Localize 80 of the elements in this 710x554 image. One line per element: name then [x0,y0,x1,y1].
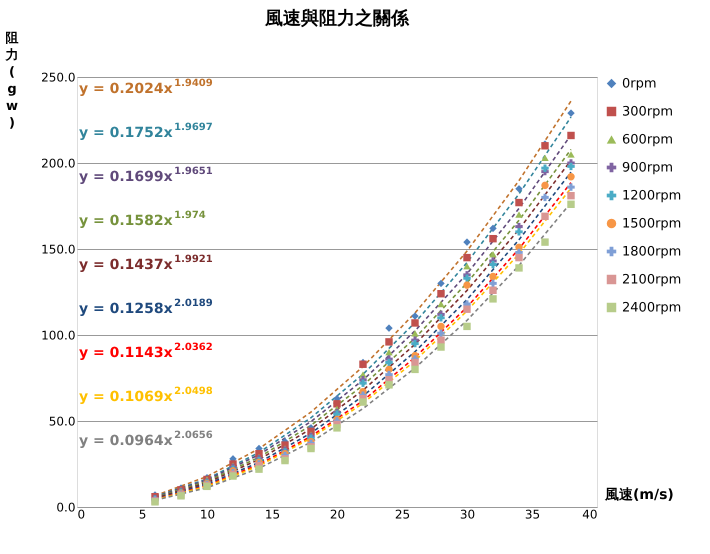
point [411,330,419,336]
point [411,312,419,320]
x-tick-label: 5 [138,508,146,522]
legend-label: 1800rpm [622,244,682,260]
legend-label: 2400rpm [622,300,682,316]
point [515,185,523,193]
y-tick-label: 0.0 [56,500,76,514]
y-tick-label: 200.0 [41,156,76,170]
x-tick-label: 20 [330,508,346,522]
point [411,366,419,374]
x-axis-title: 風速(m/s) [604,487,674,503]
point [541,182,549,190]
point [463,262,471,270]
point [567,183,575,191]
point [489,272,497,280]
y-axis-title: 阻力(gw) [4,31,18,131]
point [437,300,445,308]
point [437,330,445,337]
point [437,280,445,288]
point [437,314,445,322]
point [411,340,419,348]
point [515,211,523,218]
point [333,424,341,432]
point [359,398,367,406]
point [567,109,575,117]
point [541,154,549,162]
point [541,212,549,220]
point [489,224,497,232]
point [359,379,367,387]
legend-label: 600rpm [622,132,674,148]
legend-label: 0rpm [622,76,657,92]
point [385,381,393,389]
point [541,164,549,172]
x-tick-label: 15 [264,508,280,522]
legend-label: 900rpm [622,160,674,176]
legend-label: 2100rpm [622,272,682,288]
x-tick-label: 0 [78,508,86,522]
y-tick-label: 250.0 [41,70,76,84]
point [515,254,523,262]
point [489,295,497,303]
point [489,234,497,242]
point [463,281,471,289]
point [567,173,575,180]
point [567,151,575,158]
point [489,250,497,258]
point [385,338,393,346]
y-tick-label: 50.0 [48,414,76,428]
legend-label: 1200rpm [622,188,682,204]
chart-title: 風速與阻力之關係 [264,8,410,29]
point [437,322,445,330]
point [489,280,497,288]
point [567,192,575,200]
y-tick-label: 150.0 [41,242,76,256]
x-tick-label: 25 [394,508,410,522]
point [489,260,497,268]
point [385,348,393,356]
point [489,286,497,294]
legend-label: 300rpm [622,104,674,120]
point [463,254,471,262]
point [385,358,393,366]
point [515,198,523,206]
point [463,322,471,330]
point [567,162,575,170]
point [385,324,393,332]
point [333,400,341,408]
x-tick-label: 35 [524,508,540,522]
y-tick-label: 100.0 [41,328,76,342]
x-tick-label: 10 [200,508,216,522]
x-tick-label: 30 [460,508,476,522]
x-tick-label: 40 [582,508,598,522]
point [463,305,471,313]
point [567,200,575,208]
legend-label: 1500rpm [622,216,682,232]
point [541,194,549,202]
point [255,465,263,473]
point [463,238,471,246]
point [541,238,549,246]
point [437,290,445,298]
point [515,228,523,236]
point [515,264,523,272]
